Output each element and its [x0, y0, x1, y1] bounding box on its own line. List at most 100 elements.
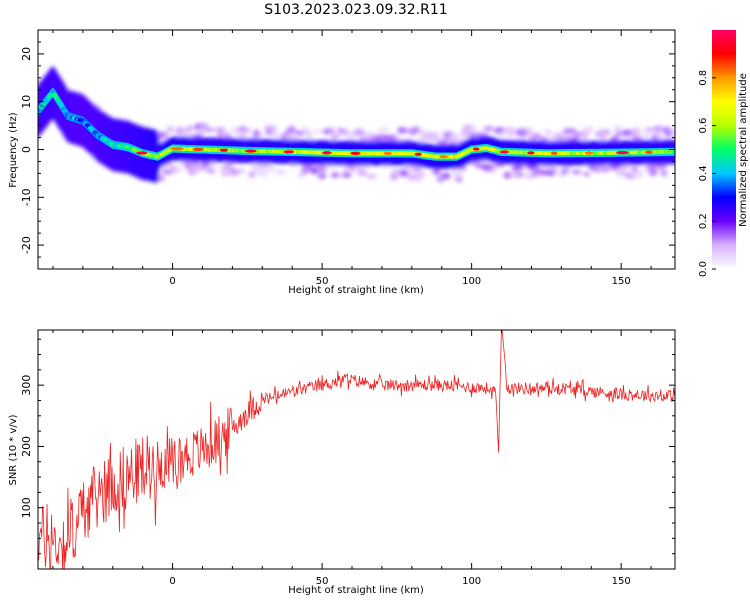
spectrogram-speckle — [632, 170, 644, 179]
spectrogram-speckle — [615, 168, 626, 177]
spectrogram-speckle — [497, 131, 505, 138]
colorbar-tick-label: 0.6 — [698, 118, 709, 134]
spectrogram-speckle — [643, 133, 651, 139]
spectrogram-speckle — [248, 171, 256, 178]
spectrogram-speckle — [180, 129, 189, 136]
y-tick-label: 200 — [20, 436, 33, 457]
spectrogram-speckle — [164, 129, 175, 134]
spectrogram-speckle — [270, 133, 283, 138]
spectrogram-speckle — [655, 132, 664, 140]
spectrogram-speckle — [294, 130, 306, 136]
spectrogram-speckle — [530, 172, 540, 177]
x-tick-label: 50 — [316, 576, 329, 587]
spectrogram-speckle — [255, 133, 264, 138]
y-tick-label: 20 — [20, 47, 33, 61]
spectrogram-hotspot — [472, 147, 480, 151]
spectrogram-speckle — [556, 133, 568, 140]
spectrogram-speckle — [305, 130, 312, 139]
spectrogram-speckle — [476, 132, 488, 137]
spectrogram-speckle — [578, 131, 590, 136]
colorbar-tick-label: 0.4 — [698, 165, 709, 181]
spectrogram-speckle — [660, 169, 668, 177]
spectrogram-speckle — [483, 125, 495, 132]
spectrogram-speckle — [432, 168, 441, 175]
spectrogram-hotspot — [170, 147, 184, 151]
spectrogram-speckle — [173, 166, 183, 173]
spectrogram-speckle — [458, 165, 467, 171]
spectrogram-speckle — [357, 170, 367, 176]
colorbar: 0.0 0.2 0.4 0.6 0.8 Normalized spectral ampl… — [698, 30, 749, 277]
spectrogram-speckle — [223, 134, 233, 140]
spectrogram-y-axis-label: Frequency (Hz) — [8, 112, 19, 188]
spectrogram-speckle — [631, 135, 644, 141]
spectrogram-speckle — [592, 164, 604, 173]
spectrogram-speckle — [398, 171, 410, 176]
spectrogram-speckle — [571, 169, 582, 175]
spectrogram-speckle — [346, 134, 357, 139]
snr-background — [38, 330, 675, 569]
spectrogram-speckle — [365, 174, 377, 179]
spectrogram-speckle — [313, 129, 321, 134]
spectrogram-hotspot — [414, 152, 422, 156]
x-tick-label: 50 — [316, 276, 329, 287]
snr-x-ticks: 0 50 100 150 — [52, 330, 652, 587]
y-tick-label: 0 — [20, 146, 33, 153]
spectrogram-speckle — [156, 133, 169, 138]
colorbar-tick-label: 0.8 — [698, 70, 709, 86]
spectrogram-speckle — [237, 169, 245, 175]
spectrogram-hotspot — [283, 150, 295, 154]
spectrogram-speckle — [158, 175, 165, 182]
x-tick-label: 100 — [462, 276, 481, 287]
x-tick-label: 100 — [462, 576, 481, 587]
snr-y-axis-label: SNR (10 * v/v) — [8, 414, 19, 485]
spectrogram-panel: 0 50 100 150 -20 -10 0 10 20 Height of straight… — [8, 29, 676, 296]
spectrogram-speckle — [644, 127, 654, 132]
spectrogram-speckle — [285, 127, 296, 134]
spectrogram-speckle — [549, 165, 558, 173]
spectrogram-hotspot — [383, 151, 392, 155]
spectrogram-speckle — [614, 125, 623, 133]
spectrogram-hotspot — [321, 151, 332, 155]
colorbar-tick-label: 0.0 — [698, 261, 709, 277]
spectrogram-hotspot — [136, 151, 148, 155]
spectrogram-speckle — [469, 124, 476, 130]
spectrogram-speckle — [488, 168, 497, 173]
spectrogram-speckle — [631, 127, 643, 133]
spectrogram-speckle — [414, 171, 426, 178]
spectrogram-speckle — [206, 167, 216, 174]
x-tick-label: 0 — [169, 276, 175, 287]
y-tick-label: 10 — [20, 95, 33, 109]
spectrogram-speckle — [387, 134, 398, 141]
spectrogram-speckle — [544, 129, 551, 136]
spectrogram-hotspot — [550, 151, 558, 155]
spectrogram-speckle — [330, 134, 340, 140]
spectrogram-speckle — [503, 171, 512, 179]
colorbar-ticks: 0.0 0.2 0.4 0.6 0.8 — [698, 70, 716, 277]
spectrogram-speckle — [454, 177, 463, 183]
snr-y-ticks: 100 200 300 — [20, 338, 675, 555]
spectrogram-speckle — [343, 172, 352, 178]
spectrogram-speckle — [410, 126, 421, 134]
snr-panel: 0 50 100 150 100 200 300 Height of straight l… — [8, 329, 676, 596]
x-tick-label: 0 — [169, 576, 175, 587]
spectrogram-hotspot — [350, 151, 361, 155]
spectrogram-speckle — [507, 127, 518, 136]
spectrogram-speckle — [301, 125, 310, 133]
spectrogram-speckle — [668, 131, 675, 137]
spectrogram-speckle — [378, 127, 390, 133]
spectrogram-speckle — [268, 127, 276, 133]
spectrogram-speckle — [242, 127, 252, 134]
spectrogram-speckle — [275, 169, 286, 175]
spectrogram-speckle — [609, 164, 620, 171]
spectrogram-speckle — [430, 131, 438, 138]
spectrogram-speckle — [353, 128, 365, 136]
spectrogram-speckle — [418, 136, 425, 143]
chart-title: S103.2023.023.09.32.R11 — [264, 2, 448, 18]
spectrogram-speckle — [221, 171, 230, 177]
spectrogram-hotspot — [192, 147, 204, 151]
spectrogram-speckle — [383, 134, 390, 141]
snr-frame — [37, 329, 676, 570]
y-tick-label: -20 — [20, 236, 33, 254]
spectrogram-hotspot — [439, 155, 448, 159]
x-tick-label: 150 — [612, 576, 631, 587]
